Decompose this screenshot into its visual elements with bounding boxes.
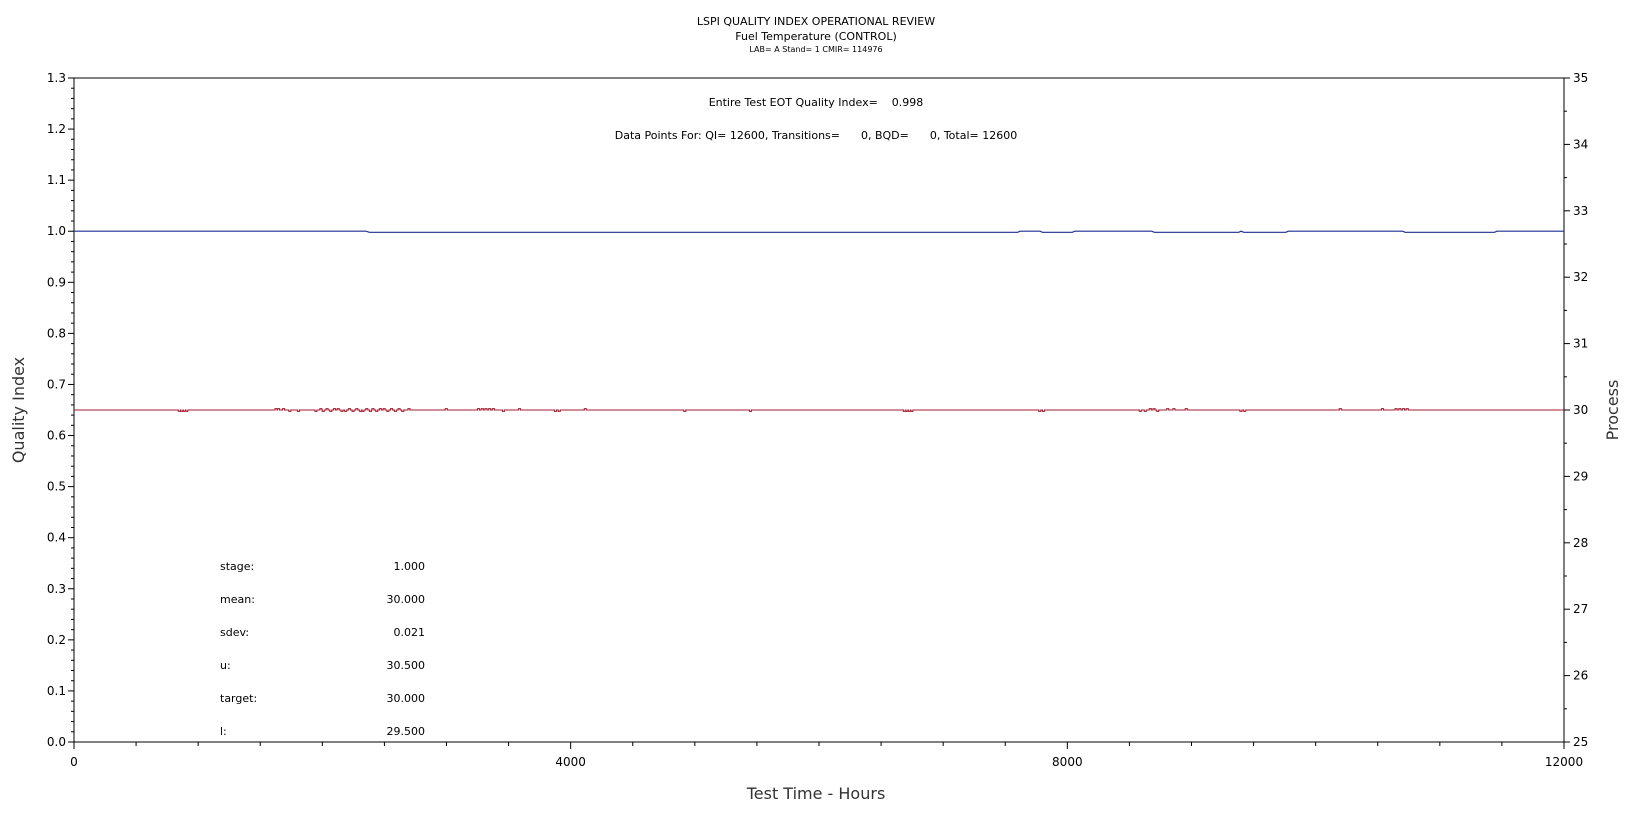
right-tick-label: 25 (1573, 735, 1588, 749)
right-tick-label: 32 (1573, 270, 1588, 284)
left-tick-label: 1.3 (47, 71, 66, 85)
right-tick-label: 27 (1573, 602, 1588, 616)
chart-info-line: LAB= A Stand= 1 CMIR= 114976 (749, 45, 882, 54)
quality-index-line (74, 230, 1564, 233)
left-tick-label: 0.2 (47, 633, 66, 647)
stat-value: 0.021 (394, 626, 426, 639)
right-axis: 25 26 27 28 29 30 31 32 33 34 35 (1564, 71, 1588, 749)
left-tick-label: 0.0 (47, 735, 66, 749)
right-tick-label: 30 (1573, 403, 1588, 417)
x-tick-label: 0 (70, 755, 78, 769)
left-tick-label: 1.0 (47, 224, 66, 238)
stat-label: l: (220, 725, 227, 738)
left-axis: 0.0 0.1 0.2 0.3 0.4 0.5 0.6 0.7 0.8 0.9 1.0 1.1 1.2 1… (47, 71, 74, 749)
stat-label: stage: (220, 560, 254, 573)
stat-value: 30.500 (387, 659, 426, 672)
right-tick-label: 26 (1573, 669, 1588, 683)
chart-title: LSPI QUALITY INDEX OPERATIONAL REVIEW (697, 15, 935, 28)
left-tick-label: 1.1 (47, 173, 66, 187)
x-axis-label: Test Time - Hours (746, 784, 886, 803)
stat-label: u: (220, 659, 231, 672)
right-tick-label: 33 (1573, 204, 1588, 218)
x-tick-label: 8000 (1052, 755, 1083, 769)
data-points-annotation: Data Points For: QI= 12600, Transitions=… (615, 129, 1017, 142)
left-tick-label: 0.7 (47, 377, 66, 391)
quality-index-annotation: Entire Test EOT Quality Index= 0.998 (709, 96, 924, 109)
stat-value: 30.000 (387, 593, 426, 606)
stat-label: mean: (220, 593, 255, 606)
right-tick-label: 35 (1573, 71, 1588, 85)
x-tick-label: 12000 (1545, 755, 1583, 769)
stats-block: stage: 1.000 mean: 30.000 sdev: 0.021 u: 30.500… (220, 560, 425, 738)
left-tick-label: 1.2 (47, 122, 66, 136)
stat-label: target: (220, 692, 257, 705)
process-line (74, 408, 1564, 412)
stat-value: 30.000 (387, 692, 426, 705)
right-tick-label: 28 (1573, 536, 1588, 550)
left-tick-label: 0.4 (47, 531, 66, 545)
left-axis-label: Quality Index (9, 357, 28, 463)
stat-value: 29.500 (387, 725, 426, 738)
right-tick-label: 29 (1573, 469, 1588, 483)
right-tick-label: 34 (1573, 137, 1588, 151)
chart-subtitle: Fuel Temperature (CONTROL) (735, 30, 897, 43)
right-axis-label: Process (1603, 380, 1622, 441)
x-tick-label: 4000 (555, 755, 586, 769)
left-tick-label: 0.3 (47, 582, 66, 596)
series-group (74, 230, 1564, 412)
left-tick-label: 0.6 (47, 429, 66, 443)
stat-label: sdev: (220, 626, 249, 639)
left-tick-label: 0.5 (47, 480, 66, 494)
left-tick-label: 0.9 (47, 275, 66, 289)
left-tick-label: 0.1 (47, 684, 66, 698)
right-tick-label: 31 (1573, 337, 1588, 351)
x-axis: 0 4000 8000 12000 (70, 742, 1583, 769)
left-tick-label: 0.8 (47, 326, 66, 340)
stat-value: 1.000 (394, 560, 426, 573)
